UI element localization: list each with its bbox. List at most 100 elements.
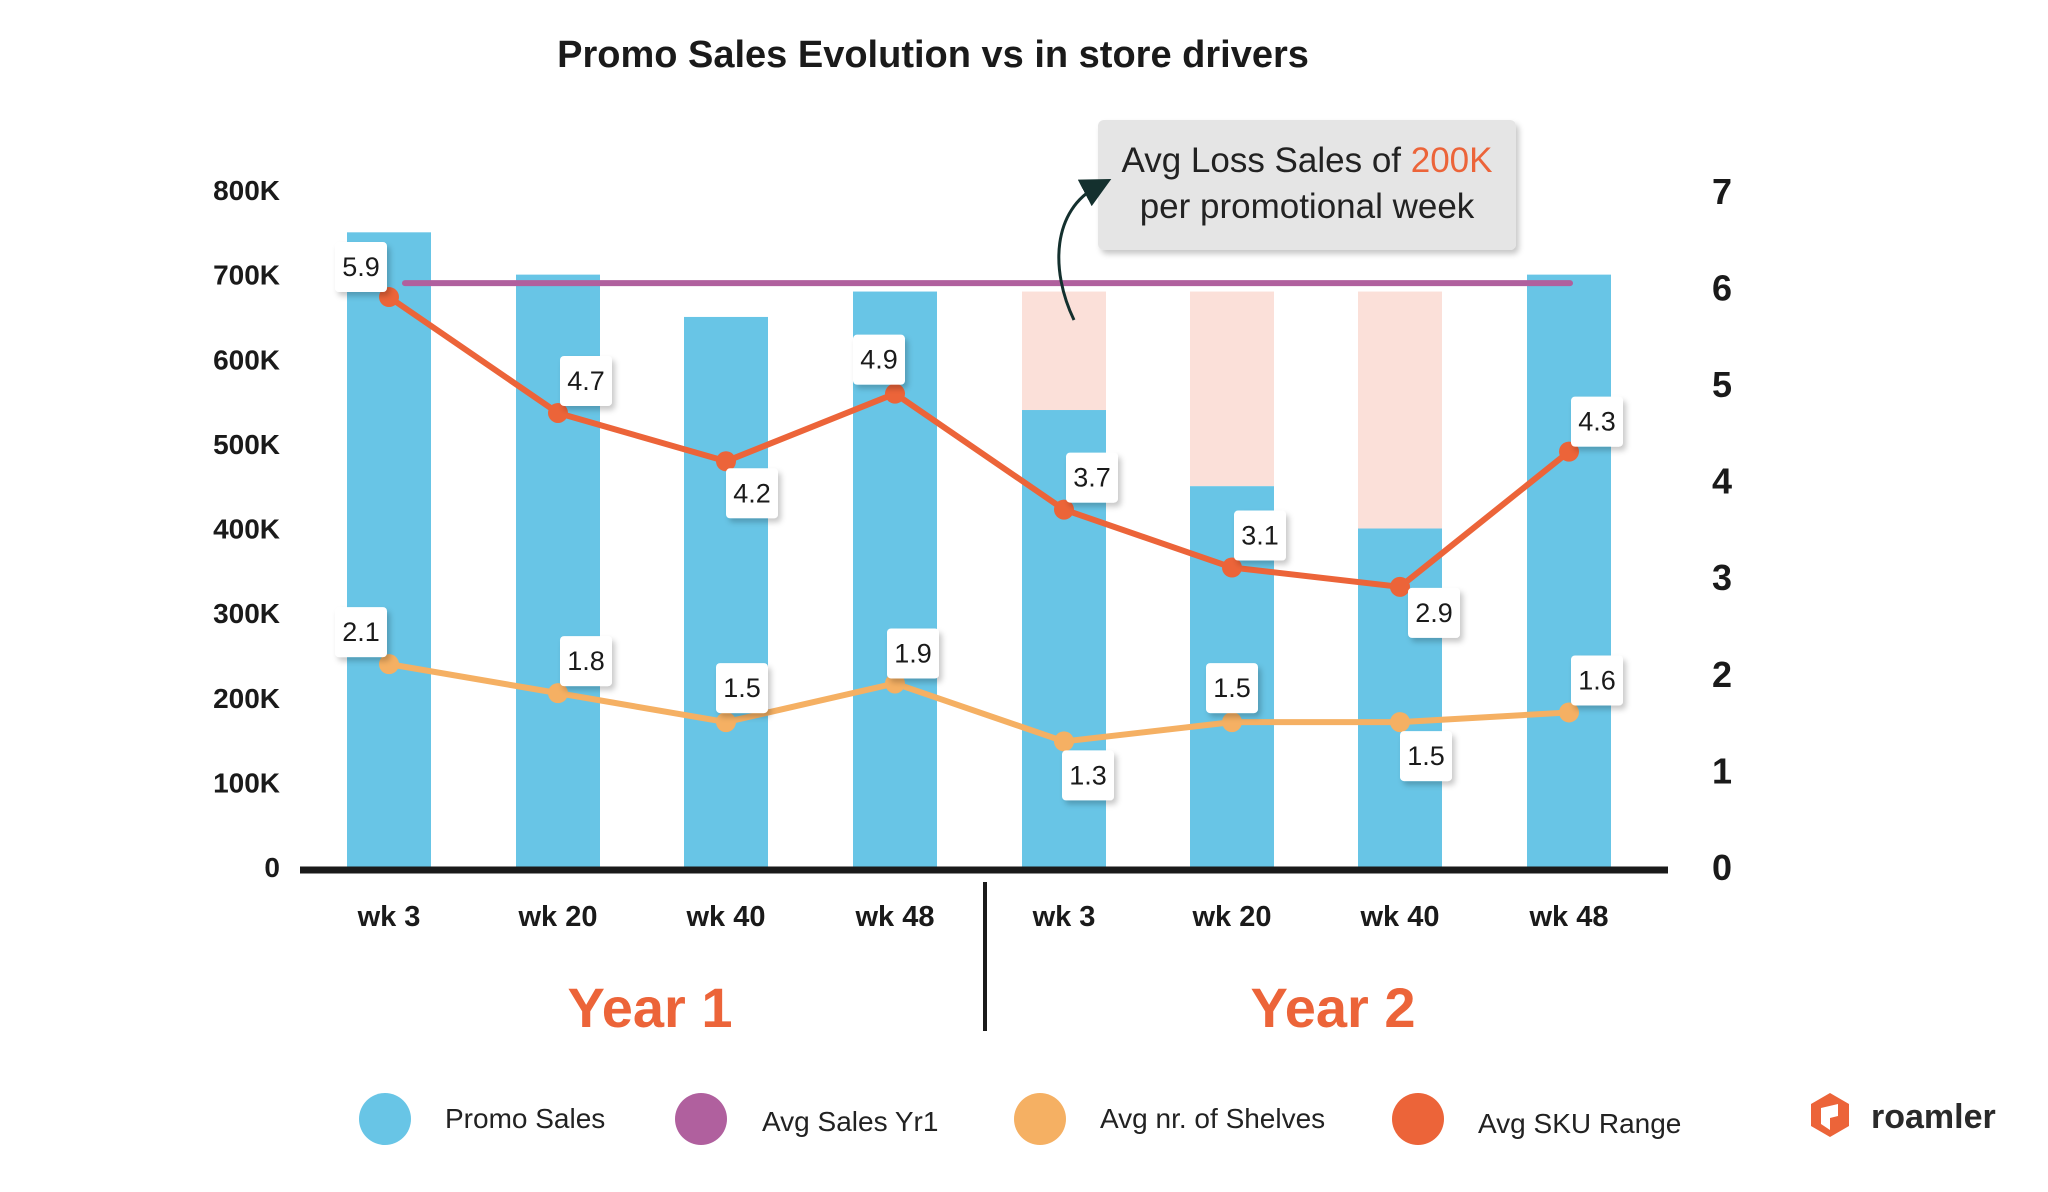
group-label-year2: Year 2 — [1250, 976, 1415, 1039]
data-label-box — [1066, 452, 1118, 503]
data-label-text: 2.1 — [342, 617, 380, 647]
left-axis-tick: 600K — [213, 344, 280, 375]
data-label-text: 1.9 — [894, 638, 932, 668]
data-label: 1.6 — [1571, 655, 1623, 706]
callout-line2: per promotional week — [1140, 187, 1475, 226]
data-label-box — [726, 468, 778, 519]
data-label: 3.7 — [1066, 452, 1118, 503]
lost-sales-bar — [1358, 291, 1442, 529]
data-label-text: 1.6 — [1578, 665, 1616, 695]
data-label-box — [335, 607, 387, 658]
data-label-box — [560, 636, 612, 687]
data-label: 4.2 — [726, 468, 778, 519]
legend-label: Avg SKU Range — [1478, 1108, 1681, 1139]
avg-shelves-point — [1390, 712, 1410, 733]
x-axis-tick: wk 40 — [1360, 901, 1440, 933]
legend: Promo Sales Avg Sales Yr1 Avg nr. of She… — [359, 1093, 1681, 1145]
left-axis-tick: 500K — [213, 429, 280, 460]
data-label-text: 1.3 — [1069, 760, 1107, 790]
data-label: 1.5 — [1400, 731, 1452, 782]
data-label-text: 1.5 — [1407, 741, 1445, 771]
data-label: 3.1 — [1234, 510, 1286, 561]
avg-shelves-point — [548, 683, 568, 704]
left-axis-tick: 300K — [213, 598, 280, 629]
right-axis-tick: 5 — [1712, 364, 1732, 405]
avg-sku-range-point — [1390, 576, 1410, 597]
data-label: 1.9 — [887, 628, 939, 679]
data-label-box — [853, 334, 905, 385]
x-axis-tick: wk 3 — [357, 901, 421, 933]
data-label-box — [1400, 731, 1452, 782]
data-label-box — [1234, 510, 1286, 561]
x-axis-tick: wk 48 — [1529, 901, 1609, 933]
brand-name: roamler — [1871, 1098, 1996, 1136]
right-axis-tick: 2 — [1712, 654, 1732, 695]
data-label-box — [1408, 587, 1460, 638]
data-label-text: 4.2 — [733, 478, 771, 508]
chart-title: Promo Sales Evolution vs in store driver… — [557, 34, 1309, 76]
data-label: 1.5 — [1206, 663, 1258, 714]
data-label: 4.9 — [853, 334, 905, 385]
right-axis-tick: 6 — [1712, 267, 1732, 308]
data-label: 5.9 — [335, 242, 387, 293]
avg-shelves-point — [379, 654, 399, 675]
callout-arrow-icon — [1057, 179, 1112, 321]
data-label-box — [1206, 663, 1258, 714]
data-label-text: 5.9 — [342, 252, 380, 282]
promo-sales-bar — [684, 316, 768, 867]
left-axis-tick: 200K — [213, 683, 280, 714]
legend-label: Avg Sales Yr1 — [762, 1106, 938, 1137]
x-axis-tick: wk 20 — [1192, 901, 1272, 933]
avg-sku-range-point — [885, 383, 905, 404]
legend-label: Promo Sales — [445, 1103, 605, 1134]
data-label: 2.9 — [1408, 587, 1460, 638]
data-label-text: 2.9 — [1415, 598, 1453, 628]
right-axis-tick: 1 — [1712, 750, 1732, 791]
left-axis-tick: 700K — [213, 260, 280, 291]
data-label-box — [1571, 655, 1623, 706]
group-label-year1: Year 1 — [567, 976, 732, 1039]
left-axis-tick: 800K — [213, 175, 280, 206]
data-label-text: 4.3 — [1578, 407, 1616, 437]
legend-swatch-avg-sku-range — [1392, 1093, 1444, 1145]
avg-sku-range-point — [548, 402, 568, 423]
brand-logo: roamler — [1811, 1093, 1996, 1137]
avg-sku-range-point — [1222, 557, 1242, 578]
right-axis-tick: 0 — [1712, 847, 1732, 888]
avg-sku-range-point — [716, 451, 736, 472]
data-label: 1.5 — [716, 663, 768, 714]
avg-sku-range-point — [379, 287, 399, 308]
logo-mark — [1821, 1104, 1838, 1130]
data-label-text: 3.1 — [1241, 521, 1279, 551]
data-label: 1.3 — [1062, 750, 1114, 801]
legend-swatch-promo-sales — [359, 1093, 411, 1145]
data-label-box — [560, 355, 612, 406]
data-label-box — [1571, 396, 1623, 447]
avg-shelves-line — [388, 661, 1570, 745]
annotation-callout: Avg Loss Sales of 200K per promotional w… — [1057, 120, 1516, 321]
avg-shelves-point — [1054, 731, 1074, 752]
data-label-text: 1.5 — [723, 673, 761, 703]
legend-swatch-avg-shelves — [1014, 1093, 1066, 1145]
legend-swatch-avg-sales-yr1 — [675, 1093, 727, 1145]
x-axis-tick: wk 3 — [1032, 901, 1096, 933]
data-label-box — [716, 663, 768, 714]
data-label-text: 1.8 — [567, 646, 605, 676]
x-axis-tick: wk 40 — [686, 901, 766, 933]
data-label-box — [887, 628, 939, 679]
avg-shelves-point — [1222, 712, 1242, 733]
avg-sku-range-line — [387, 294, 1571, 590]
data-label-text: 4.7 — [567, 366, 605, 396]
right-axis-tick: 7 — [1712, 171, 1732, 212]
data-label-text: 4.9 — [860, 345, 898, 375]
data-label-box — [335, 242, 387, 293]
avg-shelves-point — [1559, 702, 1579, 723]
data-label-text: 1.5 — [1213, 673, 1251, 703]
lost-sales-bar — [1022, 291, 1106, 411]
x-axis-tick: wk 20 — [518, 901, 598, 933]
data-label: 4.7 — [560, 355, 612, 406]
left-axis-tick: 100K — [213, 767, 280, 798]
avg-shelves-point — [716, 712, 736, 733]
promo-sales-bar — [347, 232, 431, 867]
